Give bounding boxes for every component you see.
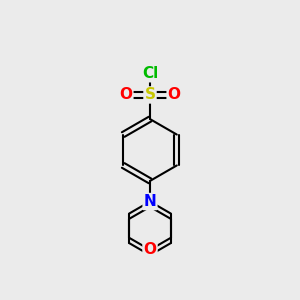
Text: O: O (168, 87, 181, 102)
Text: S: S (145, 87, 155, 102)
Text: O: O (119, 87, 132, 102)
Text: O: O (143, 242, 157, 257)
Text: Cl: Cl (142, 66, 158, 81)
Text: N: N (144, 194, 156, 209)
